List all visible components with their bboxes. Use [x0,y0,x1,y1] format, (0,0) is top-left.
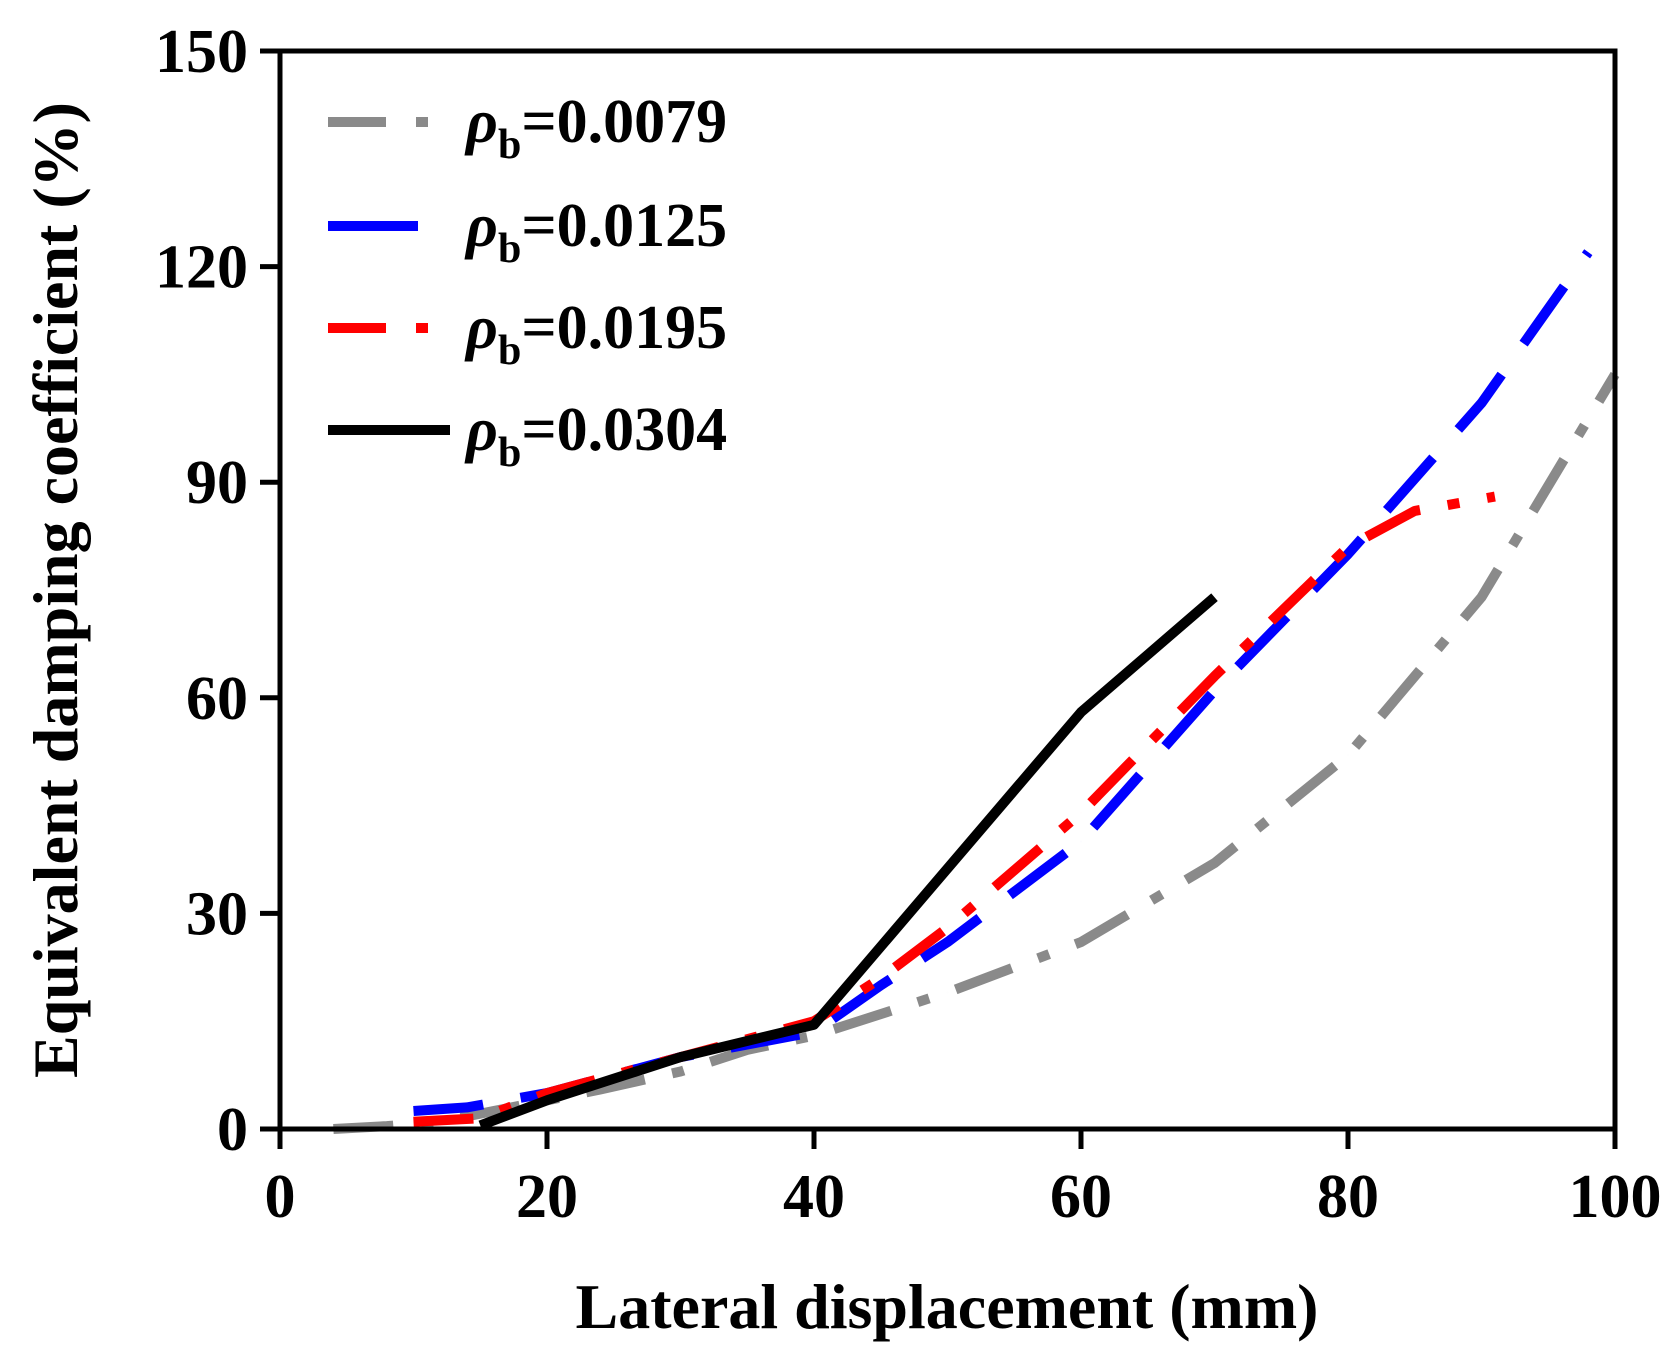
legend-label-1: ρb=0.0125 [464,192,727,272]
series-2-point-8 [1214,675,1216,677]
series-1-point-8 [1214,690,1216,692]
series-2-point-9 [1347,546,1349,548]
series-layer [333,249,1620,1134]
series-3-point-3 [813,1024,815,1026]
x-tick-label-4: 80 [1317,1163,1379,1231]
series-0-point-9 [947,992,949,994]
series-2-point-1 [479,1117,481,1119]
series-0-point-12 [1347,754,1349,756]
series-1-point-9 [1347,553,1349,555]
y-tick-label-1: 30 [186,880,248,948]
series-1-point-0 [413,1110,415,1112]
series-0-point-13 [1481,596,1483,598]
x-tick-label-0: 0 [265,1163,296,1231]
ticks-layer: 0 20 40 60 80 100 0 30 60 90 120 150 [155,18,1662,1231]
series-0-point-6 [680,1071,682,1073]
plot-frame [277,48,1618,1132]
y-tick-label-0: 0 [217,1096,248,1164]
series-1-point-6 [947,941,949,943]
legend-label-3: ρb=0.0304 [464,396,727,476]
series-1-point-5 [880,984,882,986]
series-2-point-7 [1080,812,1082,814]
series-3-point-2 [680,1056,682,1058]
y-tick-label-2: 60 [186,665,248,733]
series-line-2 [413,491,1496,1127]
y-tick-label-4: 120 [155,234,248,302]
y-axis-label: Equivalent damping coefficient (%) [20,102,91,1078]
y-tick-label-3: 90 [186,449,248,517]
series-3-point-0 [479,1124,481,1126]
series-2-point-0 [413,1121,415,1123]
series-1-point-10 [1481,402,1483,404]
series-2-point-10 [1414,510,1416,512]
series-line-3 [478,593,1218,1131]
series-2-point-2 [546,1092,548,1094]
x-tick-label-3: 60 [1050,1163,1112,1231]
series-0-point-10 [1080,941,1082,943]
series-0-point-5 [599,1089,601,1091]
series-1-point-1 [466,1106,468,1108]
series-2-point-6 [947,927,949,929]
legend-label-2: ρb=0.0195 [464,294,727,374]
x-axis-label: Lateral displacement (mm) [576,1271,1319,1342]
series-0-point-11 [1214,862,1216,864]
series-1-point-11 [1587,251,1589,253]
x-tick-label-2: 40 [783,1163,845,1231]
x-tick-label-5: 100 [1569,1163,1662,1231]
series-3-point-5 [1214,596,1216,598]
series-0-point-3 [493,1110,495,1112]
series-2-point-11 [1494,496,1496,498]
legend-label-0: ρb=0.0079 [464,88,727,168]
y-tick-label-5: 150 [155,18,248,86]
x-tick-label-1: 20 [516,1163,578,1231]
series-1-point-7 [1080,841,1082,843]
series-line-0 [333,371,1620,1134]
series-0-point-8 [813,1035,815,1037]
series-line-1 [413,249,1593,1116]
series-2-point-5 [880,977,882,979]
series-3-point-4 [1080,711,1082,713]
series-1-point-4 [813,1031,815,1033]
legend: ρb=0.0079 ρb=0.0125 ρb=0.0195 ρb=0.0304 [328,88,727,476]
series-3-point-1 [546,1099,548,1101]
